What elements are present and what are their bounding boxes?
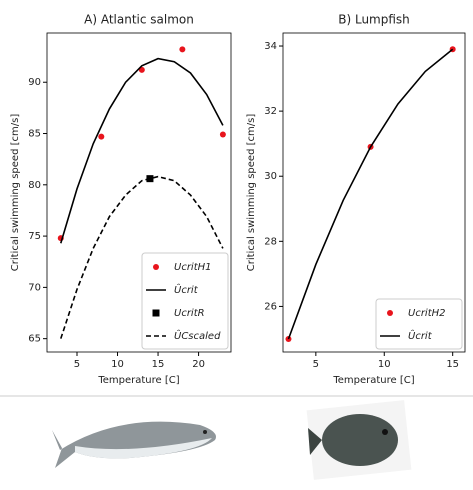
y-tick-label: 90: [28, 77, 41, 88]
y-tick-label: 70: [28, 282, 41, 293]
y-tick-label: 85: [28, 129, 41, 140]
legend-label: Ûcrit: [174, 283, 199, 296]
x-tick-label: 5: [313, 359, 319, 370]
x-axis-label: Temperature [C]: [332, 375, 414, 386]
y-tick-label: 28: [264, 236, 277, 247]
y-axis-label: Critical swimming speed [cm/s]: [10, 114, 21, 272]
legend-label: ÛCscaled: [174, 329, 221, 342]
y-axis-label: Critical swimming speed [cm/s]: [246, 114, 257, 272]
x-tick-label: 5: [74, 359, 80, 370]
y-tick-label: 80: [28, 180, 41, 191]
x-tick-label: 10: [111, 359, 124, 370]
y-tick-label: 32: [264, 106, 277, 117]
legend-label: UcritR: [174, 308, 205, 319]
legend-key: [153, 264, 159, 270]
lumpfish-photo: [307, 400, 412, 480]
legend-key: [153, 310, 160, 317]
data-point: [220, 132, 226, 138]
y-tick-label: 26: [264, 301, 277, 312]
data-point: [179, 46, 185, 52]
y-tick-label: 65: [28, 334, 41, 345]
y-tick-label: 75: [28, 231, 41, 242]
data-point: [98, 134, 104, 140]
legend-label: UcritH1: [174, 262, 212, 273]
x-tick-label: 15: [446, 359, 459, 370]
chart-title: B) Lumpfish: [338, 13, 410, 27]
y-tick-label: 30: [264, 171, 277, 182]
x-axis-label: Temperature [C]: [97, 375, 179, 386]
x-tick-label: 10: [378, 359, 391, 370]
legend-key: [387, 310, 393, 316]
figure: A) Atlantic salmon Temperature [C] Critica…: [0, 0, 473, 486]
y-tick-label: 34: [264, 41, 277, 52]
x-tick-label: 15: [152, 359, 165, 370]
chart-title: A) Atlantic salmon: [84, 13, 194, 27]
legend-label: Ûcrit: [408, 329, 433, 342]
x-tick-label: 20: [192, 359, 205, 370]
legend-label: UcritH2: [408, 308, 446, 319]
